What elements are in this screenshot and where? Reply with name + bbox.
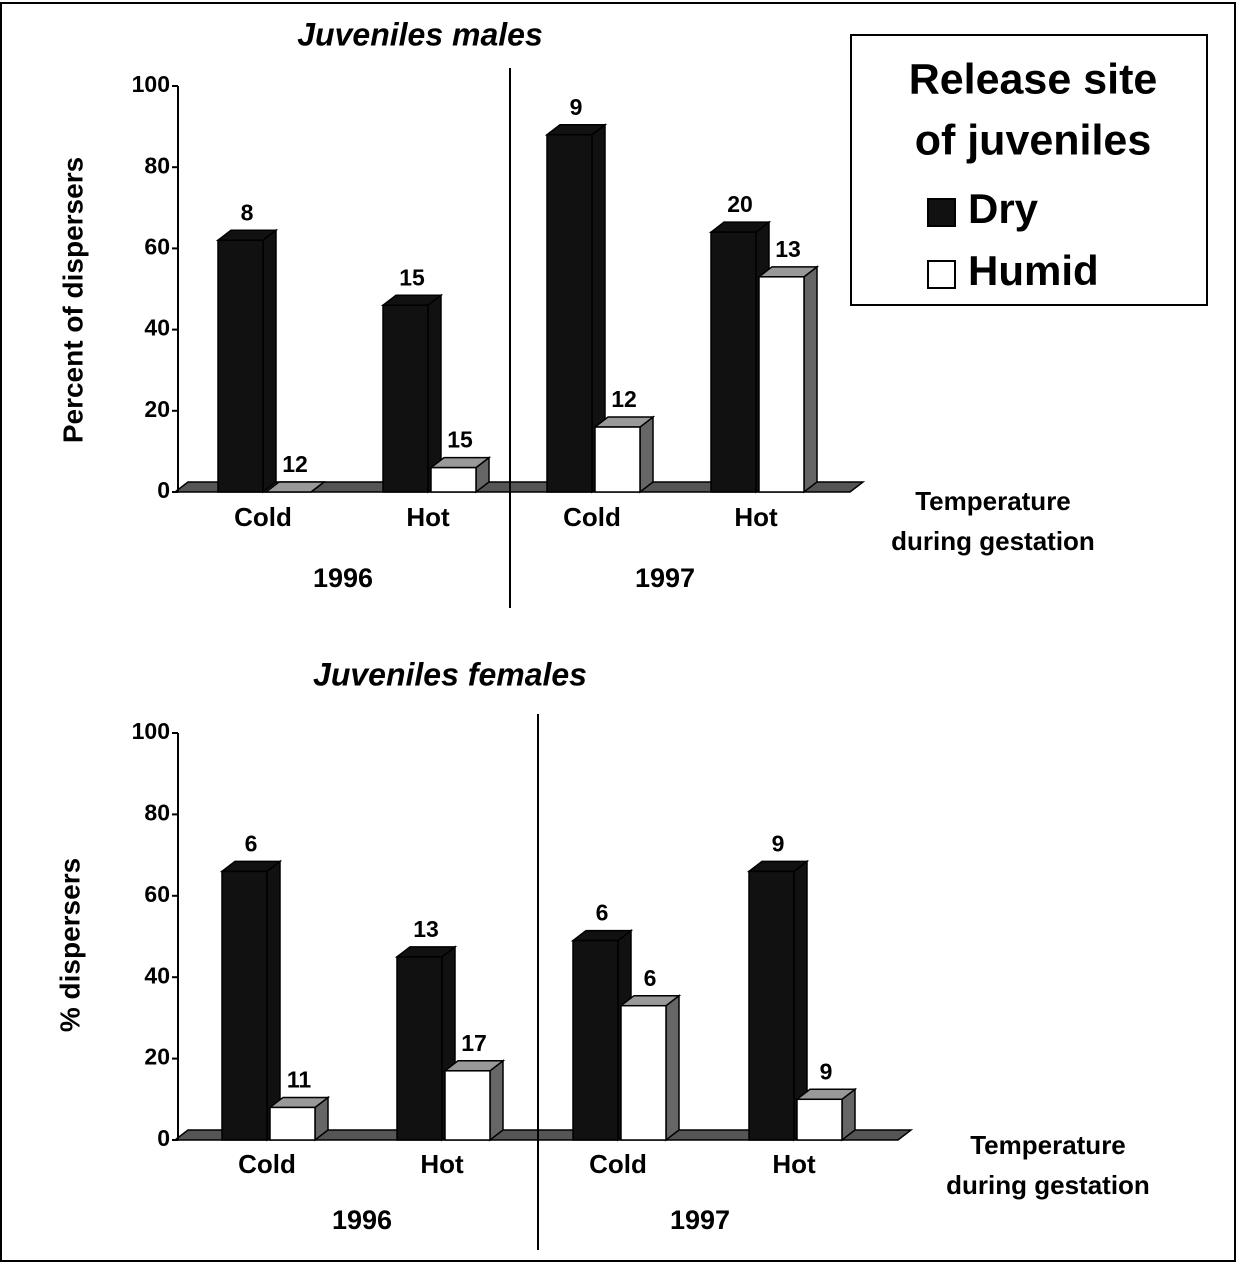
bar-label: 6 xyxy=(644,965,657,991)
bar-side xyxy=(489,1059,504,1142)
legend-swatch xyxy=(927,198,956,227)
bar xyxy=(382,304,429,493)
y-tick-label: 100 xyxy=(132,71,170,97)
bar-label: 15 xyxy=(399,264,425,290)
y-tick-label: 80 xyxy=(144,152,170,178)
y-tick-label: 40 xyxy=(144,315,170,341)
x-tick-label: Cold xyxy=(238,1149,296,1179)
bar-label: 20 xyxy=(727,191,753,217)
bar xyxy=(546,133,593,493)
y-tick-label: 40 xyxy=(144,962,170,988)
bar-label: 12 xyxy=(611,386,637,412)
y-tick-label: 80 xyxy=(144,799,170,825)
chart-title: Juveniles females xyxy=(313,656,587,692)
bar-side xyxy=(266,859,281,1142)
group-label: 1997 xyxy=(635,563,695,593)
bar-label: 8 xyxy=(241,199,254,225)
y-tick-label: 20 xyxy=(144,396,170,422)
bar-side xyxy=(803,265,818,494)
x-axis-label: Temperature xyxy=(970,1130,1126,1160)
bar-top xyxy=(263,481,327,493)
chart-title: Juveniles males xyxy=(297,16,542,52)
x-axis-label: during gestation xyxy=(946,1170,1150,1200)
y-tick-label: 60 xyxy=(144,233,170,259)
x-tick-label: Hot xyxy=(772,1149,816,1179)
x-tick-label: Hot xyxy=(406,502,450,532)
bar xyxy=(572,939,619,1141)
legend-label: Humid xyxy=(968,247,1099,294)
y-tick-label: 0 xyxy=(157,477,170,503)
bar-label: 9 xyxy=(772,830,785,856)
group-label: 1997 xyxy=(670,1205,730,1235)
bar xyxy=(269,1106,316,1141)
bar-side xyxy=(639,415,654,494)
bar-side xyxy=(262,228,277,494)
bar xyxy=(710,231,757,493)
bar-label: 9 xyxy=(570,94,583,120)
x-tick-label: Cold xyxy=(589,1149,647,1179)
bar xyxy=(758,276,805,493)
bar-label: 6 xyxy=(596,900,609,926)
bar-label: 17 xyxy=(461,1030,487,1056)
legend-swatch xyxy=(927,260,956,289)
y-tick-label: 20 xyxy=(144,1044,170,1070)
bar-label: 13 xyxy=(413,916,439,942)
y-axis-label: Percent of dispersers xyxy=(57,157,88,443)
bar xyxy=(221,870,268,1141)
bar xyxy=(396,956,443,1141)
group-label: 1996 xyxy=(332,1205,392,1235)
bar xyxy=(444,1070,491,1141)
bar xyxy=(594,426,641,493)
bar xyxy=(796,1098,843,1141)
legend-title: Release site xyxy=(909,55,1158,103)
bar-label: 13 xyxy=(775,236,801,262)
legend-box xyxy=(850,34,1208,306)
y-tick-label: 100 xyxy=(132,718,170,744)
bar-label: 9 xyxy=(820,1058,833,1084)
bar xyxy=(620,1004,667,1141)
x-axis-label: Temperature xyxy=(915,486,1071,516)
x-tick-label: Cold xyxy=(563,502,621,532)
legend-label: Dry xyxy=(968,185,1039,232)
bar xyxy=(748,870,795,1141)
x-tick-label: Hot xyxy=(420,1149,464,1179)
bar-label: 12 xyxy=(282,451,308,477)
y-tick-label: 0 xyxy=(157,1125,170,1151)
x-tick-label: Hot xyxy=(734,502,778,532)
bar-side xyxy=(665,994,680,1142)
y-axis-label: % dispersers xyxy=(54,858,85,1032)
bar xyxy=(430,466,477,493)
bar xyxy=(217,239,264,493)
bar-label: 6 xyxy=(245,830,258,856)
x-axis-label: during gestation xyxy=(891,526,1095,556)
legend-title: of juveniles xyxy=(915,116,1152,164)
bar-label: 11 xyxy=(287,1067,312,1093)
group-label: 1996 xyxy=(313,563,373,593)
x-tick-label: Cold xyxy=(234,502,292,532)
bar-label: 15 xyxy=(447,427,473,453)
y-tick-label: 60 xyxy=(144,881,170,907)
